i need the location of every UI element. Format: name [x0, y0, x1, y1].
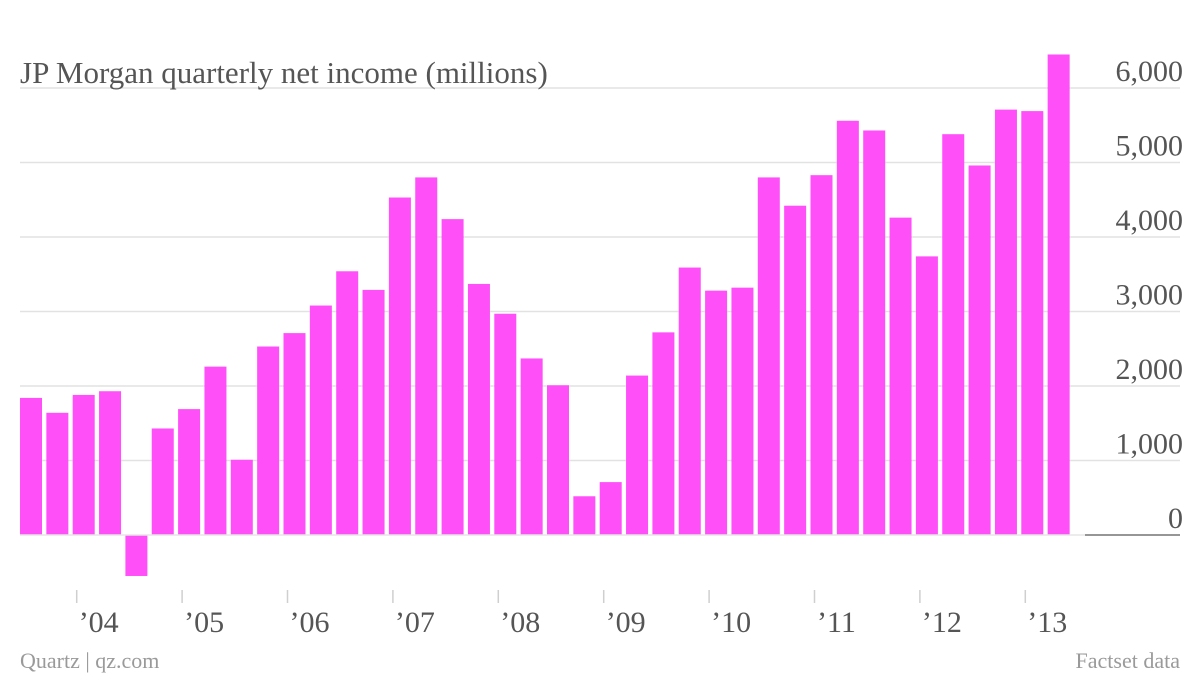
bar — [467, 283, 490, 535]
axes — [20, 534, 1180, 603]
bar — [125, 535, 148, 576]
bar — [257, 346, 280, 535]
y-tick-label: 3,000 — [1116, 279, 1184, 312]
x-tick-label: ’13 — [1027, 606, 1067, 639]
bar — [151, 428, 174, 535]
x-tick-label: ’04 — [79, 606, 119, 639]
bar — [994, 109, 1017, 536]
bar — [72, 394, 95, 535]
bar — [46, 412, 69, 535]
y-tick-label: 1,000 — [1116, 428, 1184, 461]
bar — [968, 165, 991, 536]
bar — [547, 385, 569, 535]
y-tick-label: 5,000 — [1116, 130, 1184, 163]
data-source: Factset data — [1076, 648, 1181, 673]
bar — [204, 366, 227, 535]
bar — [757, 177, 780, 535]
bar — [889, 217, 912, 535]
bar — [863, 130, 886, 535]
bar — [309, 305, 332, 535]
x-tick-label: ’12 — [922, 606, 962, 639]
bar — [388, 197, 411, 535]
y-tick-label: 6,000 — [1116, 55, 1184, 88]
bar — [283, 333, 306, 535]
bar — [915, 256, 938, 535]
bar — [20, 397, 42, 535]
x-tick-label: ’06 — [290, 606, 330, 639]
bar — [1021, 111, 1044, 535]
y-tick-label: 4,000 — [1116, 204, 1184, 237]
y-axis-tick-labels: 0 1,000 2,000 3,000 4,000 5,000 6,000 — [1116, 55, 1184, 535]
bar — [494, 313, 517, 535]
bar — [678, 267, 701, 535]
bar — [599, 482, 622, 535]
bar — [836, 120, 859, 535]
x-tick-label: ’07 — [395, 606, 435, 639]
bar — [362, 289, 385, 535]
bar — [652, 332, 675, 535]
bar — [810, 175, 833, 536]
bar — [99, 391, 122, 535]
x-tick-label: ’09 — [606, 606, 646, 639]
x-tick-label: ’10 — [711, 606, 751, 639]
bar — [178, 409, 201, 536]
y-tick-label: 0 — [1168, 502, 1183, 535]
x-tick-label: ’08 — [500, 606, 540, 639]
y-tick-label: 2,000 — [1116, 353, 1184, 386]
bar — [731, 287, 754, 535]
bar — [1047, 54, 1070, 535]
x-tick-label: ’05 — [184, 606, 224, 639]
bar — [573, 496, 596, 535]
source-credit: Quartz | qz.com — [20, 648, 159, 673]
bar — [520, 358, 543, 535]
chart-title: JP Morgan quarterly net income (millions… — [20, 55, 548, 90]
bars — [20, 54, 1070, 576]
bar — [942, 134, 965, 535]
bar — [230, 459, 253, 535]
bar — [705, 290, 728, 535]
bar — [415, 177, 438, 535]
bar — [626, 375, 649, 535]
x-tick-label: ’11 — [817, 606, 856, 639]
bar — [441, 219, 464, 535]
x-axis-tick-labels: ’04 ’05 ’06 ’07 ’08 ’09 ’10 ’11 ’12 ’13 — [79, 606, 1068, 639]
bar — [336, 271, 359, 535]
bar — [784, 205, 807, 535]
